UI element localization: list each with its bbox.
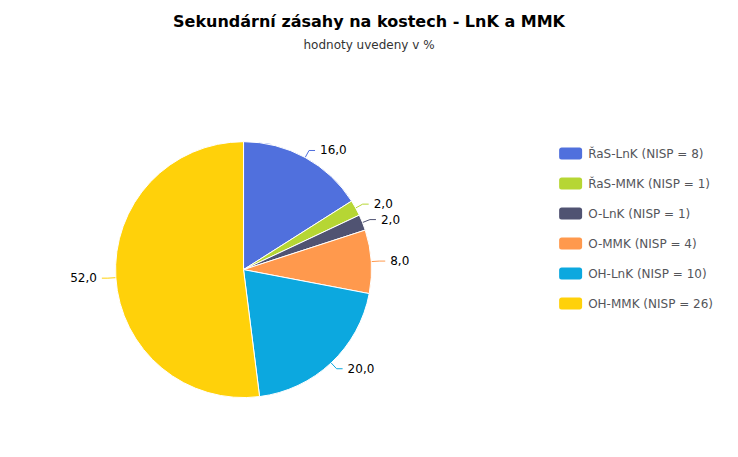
svg-text:16,0: 16,0 <box>320 143 347 157</box>
svg-text:O-MMK (NISP = 4): O-MMK (NISP = 4) <box>588 237 697 251</box>
svg-text:OH-LnK (NISP = 10): OH-LnK (NISP = 10) <box>588 267 706 281</box>
svg-text:52,0: 52,0 <box>70 271 97 285</box>
svg-text:ŘaS-LnK (NISP = 8): ŘaS-LnK (NISP = 8) <box>588 146 703 161</box>
svg-text:O-LnK (NISP = 1): O-LnK (NISP = 1) <box>588 207 690 221</box>
svg-text:8,0: 8,0 <box>390 254 409 268</box>
svg-text:2,0: 2,0 <box>381 213 400 227</box>
svg-text:ŘaS-MMK (NISP = 1): ŘaS-MMK (NISP = 1) <box>588 176 710 191</box>
svg-text:20,0: 20,0 <box>348 362 375 376</box>
svg-text:hodnoty uvedeny v %: hodnoty uvedeny v % <box>303 38 434 52</box>
svg-text:2,0: 2,0 <box>374 197 393 211</box>
svg-text:Sekundární zásahy na kostech -: Sekundární zásahy na kostech - LnK a MMK <box>173 12 566 31</box>
svg-text:OH-MMK (NISP = 26): OH-MMK (NISP = 26) <box>588 297 713 311</box>
